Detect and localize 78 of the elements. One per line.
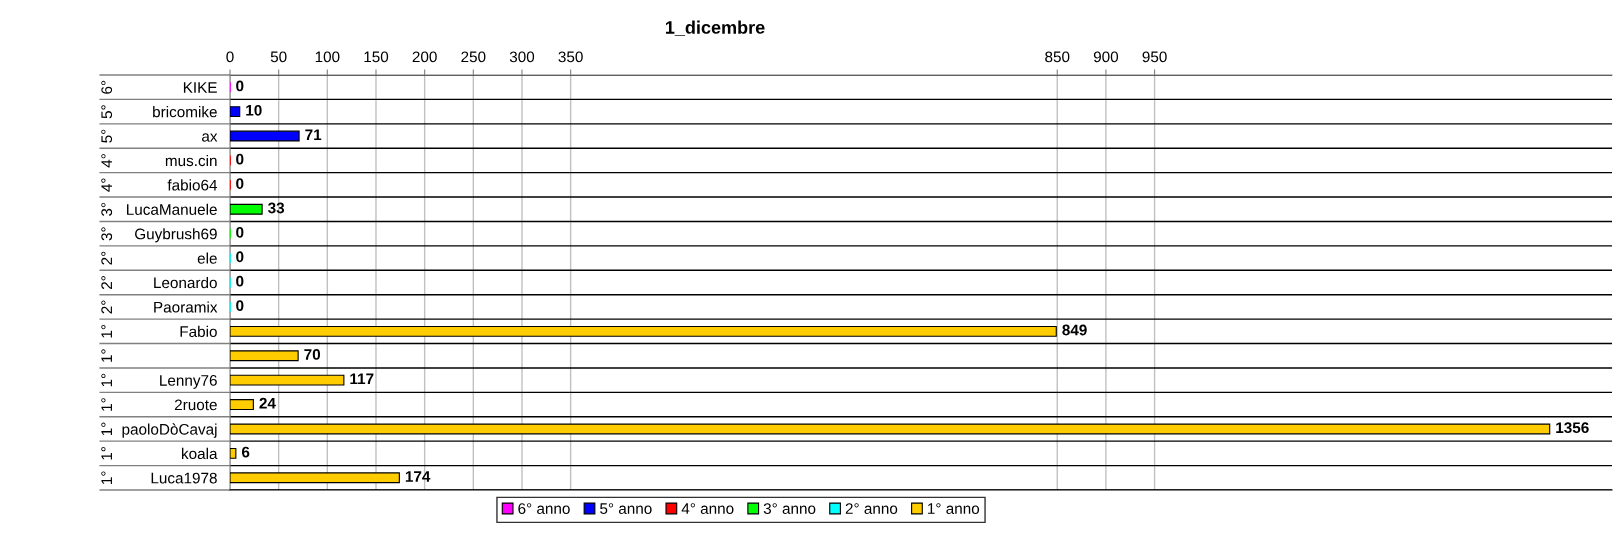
y-tick-label: Leonardo <box>154 276 217 289</box>
y-tick-label: ele <box>197 252 217 264</box>
y2-tick-label: 4° <box>101 178 112 192</box>
x-tick-label: 200 <box>412 51 437 63</box>
y2-tick-label: 2° <box>101 300 112 314</box>
bar <box>230 423 1551 435</box>
data-label: 70 <box>304 349 321 360</box>
y-tick-label: 2ruote <box>174 399 217 411</box>
data-label: 849 <box>1062 324 1087 336</box>
legend-label: 3° anno <box>763 503 816 514</box>
y2-tick-label: 1° <box>101 471 112 484</box>
x-tick-label: 900 <box>1093 51 1119 63</box>
y-tick-label: Guybrush69 <box>135 228 217 243</box>
y2-tick-label: 5° <box>101 129 113 143</box>
data-label: 0 <box>236 80 244 92</box>
x-tick-label: 250 <box>461 51 486 63</box>
x-tick-label: 300 <box>509 51 535 63</box>
data-label: 33 <box>268 202 285 214</box>
bar <box>230 374 345 386</box>
data-label: 117 <box>350 373 374 385</box>
bar <box>230 399 254 410</box>
y-tick-label: mus.cin <box>165 154 217 167</box>
y2-tick-label: 4° <box>101 154 112 168</box>
x-tick-label: 950 <box>1142 51 1167 63</box>
y2-tick-label: 1° <box>101 447 112 460</box>
data-label: 0 <box>236 226 244 238</box>
data-label: 0 <box>236 275 244 287</box>
data-label: 0 <box>236 300 244 312</box>
y2-tick-label: 1° <box>101 349 112 362</box>
legend-label: 2° anno <box>845 503 898 514</box>
bar <box>230 130 300 142</box>
legend-label: 6° anno <box>518 503 570 514</box>
bar <box>230 203 263 215</box>
y-tick-label: Luca1978 <box>151 472 217 484</box>
y2-tick-label: 2° <box>101 251 112 265</box>
data-label: 6 <box>241 446 250 458</box>
bar <box>230 350 299 362</box>
y-tick-label: Paoramix <box>154 301 218 313</box>
y2-tick-label: 1° <box>101 373 112 387</box>
data-label: 0 <box>236 251 244 263</box>
legend-label: 1° anno <box>928 503 980 514</box>
x-tick-label: 350 <box>558 51 583 63</box>
legend-label: 4° anno <box>681 503 734 514</box>
bar <box>230 106 241 118</box>
y-tick-label: Fabio <box>180 325 217 338</box>
x-tick-label: 50 <box>270 51 287 63</box>
y-tick-label: ax <box>202 133 218 142</box>
legend-label: 5° anno <box>600 503 652 514</box>
x-tick-label: 100 <box>315 51 340 63</box>
data-label: 24 <box>259 397 276 409</box>
y-tick-label: bricomike <box>153 106 217 118</box>
y2-tick-label: 5° <box>101 105 113 119</box>
y2-tick-label: 2° <box>101 276 112 290</box>
data-label: 174 <box>405 471 431 482</box>
y-tick-label: KIKE <box>183 82 217 93</box>
chart-title: 1_dicembre <box>665 20 765 36</box>
data-label: 71 <box>305 129 322 140</box>
data-label: 0 <box>236 178 244 189</box>
bar <box>230 472 400 484</box>
y-tick-label: Lenny76 <box>160 375 217 389</box>
y-tick-label: koala <box>182 447 218 460</box>
x-tick-label: 850 <box>1045 51 1070 63</box>
data-label: 10 <box>246 104 262 116</box>
y-tick-label: paoloDòCavaj <box>122 423 217 438</box>
data-label: 0 <box>236 153 244 165</box>
y2-tick-label: 1° <box>101 398 112 411</box>
x-tick-label: 150 <box>364 51 389 63</box>
y2-tick-label: 3° <box>101 227 113 241</box>
y-tick-label: fabio64 <box>167 179 218 191</box>
y2-tick-label: 1° <box>101 422 112 436</box>
y-tick-label: LucaManuele <box>127 203 217 215</box>
x-tick-label: 0 <box>226 51 234 63</box>
data-label: 1356 <box>1556 422 1589 434</box>
y2-tick-label: 3° <box>101 202 113 216</box>
y2-tick-label: 1° <box>101 324 112 338</box>
y2-tick-label: 6° <box>101 80 113 94</box>
bar <box>230 447 237 459</box>
bar <box>230 325 1057 337</box>
